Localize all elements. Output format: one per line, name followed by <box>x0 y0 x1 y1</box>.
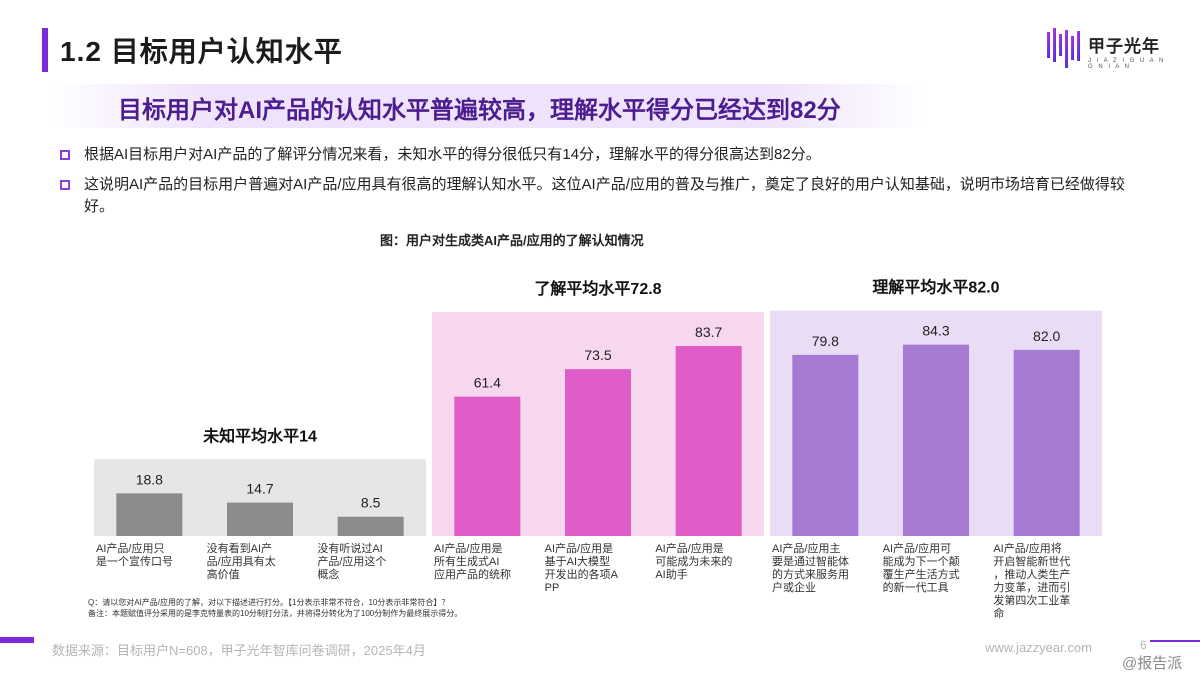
category-label-1-2: 没有看到AI产品/应用具有太高价值 <box>207 541 276 581</box>
bar-2-3 <box>675 346 742 536</box>
bar-3-3 <box>1013 349 1080 536</box>
category-label-2-2: AI产品/应用是基于AI大模型开发出的各项A PP <box>545 541 619 594</box>
category-label-2-3: AI产品/应用是可能成为未来的 AI助手 <box>655 541 732 581</box>
bullet-square-icon <box>60 150 70 160</box>
bar-1-1 <box>116 493 183 536</box>
subhead-band <box>48 84 928 128</box>
logo-tagline: J I A Z I G U A N G N I A N <box>1088 58 1166 70</box>
bar-2-1 <box>454 396 521 536</box>
bullet-1: 根据AI目标用户对AI产品的了解评分情况来看，未知水平的得分很低只有14分，理解… <box>60 144 1150 168</box>
category-label-2-1: AI产品/应用是所有生成式AI 应用产品的统称 <box>434 541 511 581</box>
value-label-1-2: 14.7 <box>246 481 273 497</box>
value-label-1-3: 8.5 <box>361 495 381 511</box>
category-label-3-3: AI产品/应用将开启智能新世代，推动人类生产力变革，进而引发第四次工业革命 <box>993 541 1070 620</box>
bar-3-1 <box>792 354 859 536</box>
category-label-1-3: 没有听说过AI 产品/应用这个概念 <box>317 541 386 581</box>
footer-accent-bar <box>0 637 34 643</box>
value-label-2-1: 61.4 <box>474 375 501 391</box>
value-label-3-1: 79.8 <box>812 333 839 349</box>
value-label-3-3: 82.0 <box>1033 328 1060 344</box>
group-label-3: 理解平均水平82.0 <box>872 278 999 297</box>
category-label-3-2: AI产品/应用可能成为下一个颠覆生产生活方式的新一代工具 <box>883 541 960 594</box>
bullet-1-text: 根据AI目标用户对AI产品的了解评分情况来看，未知水平的得分很低只有14分，理解… <box>84 146 821 163</box>
page-title: 1.2 目标用户认知水平 <box>60 36 343 67</box>
website-url[interactable]: www.jazzyear.com <box>985 640 1092 655</box>
page-number: 6 <box>1140 638 1147 652</box>
bullet-2: 这说明AI产品的目标用户普遍对AI产品/应用具有很高的理解认知水平。这位AI产品… <box>60 174 1150 220</box>
footer-accent-line <box>1150 640 1200 642</box>
group-label-2: 了解平均水平72.8 <box>534 279 661 298</box>
bullet-square-icon <box>60 180 70 190</box>
bar-2-2 <box>565 369 631 536</box>
group-label-1: 未知平均水平14 <box>202 426 317 445</box>
category-label-3-1: AI产品/应用主要是通过智能体的方式来服务用户或企业 <box>772 541 849 594</box>
bar-1-3 <box>337 516 404 536</box>
value-label-2-3: 83.7 <box>695 324 722 340</box>
brand-logo: 甲子光年 J I A Z I G U A N G N I A N <box>1046 26 1166 72</box>
value-label-3-2: 84.3 <box>922 323 949 339</box>
logo-bars-icon <box>1047 28 1080 68</box>
figure-title: 图：用户对生成类AI产品/应用的了解认知情况 <box>380 233 644 248</box>
remark-note: 备注：本题赋值评分采用的是李克特量表的10分制打分法，并将得分转化为了100分制… <box>88 609 463 618</box>
question-note: Q：请以您对AI产品/应用的了解，对以下描述进行打分。【1分表示非常不符合，10… <box>88 598 450 607</box>
publisher-watermark: @报告派 <box>1122 655 1183 672</box>
title-accent-bar <box>42 28 48 72</box>
logo-name: 甲子光年 <box>1088 37 1160 56</box>
subhead: 目标用户对AI产品的认知水平普遍较高，理解水平得分已经达到82分 <box>118 97 841 124</box>
value-label-1-1: 18.8 <box>136 471 163 487</box>
bar-3-2 <box>903 344 969 536</box>
data-source: 数据来源：目标用户N=608，甲子光年智库问卷调研，2025年4月 <box>52 643 426 658</box>
bar-1-2 <box>227 502 293 536</box>
category-label-1-1: AI产品/应用只是一个宣传口号 <box>96 541 173 568</box>
bullet-2-text: 这说明AI产品的目标用户普遍对AI产品/应用具有很高的理解认知水平。这位AI产品… <box>84 176 1125 215</box>
value-label-2-2: 73.5 <box>584 347 611 363</box>
